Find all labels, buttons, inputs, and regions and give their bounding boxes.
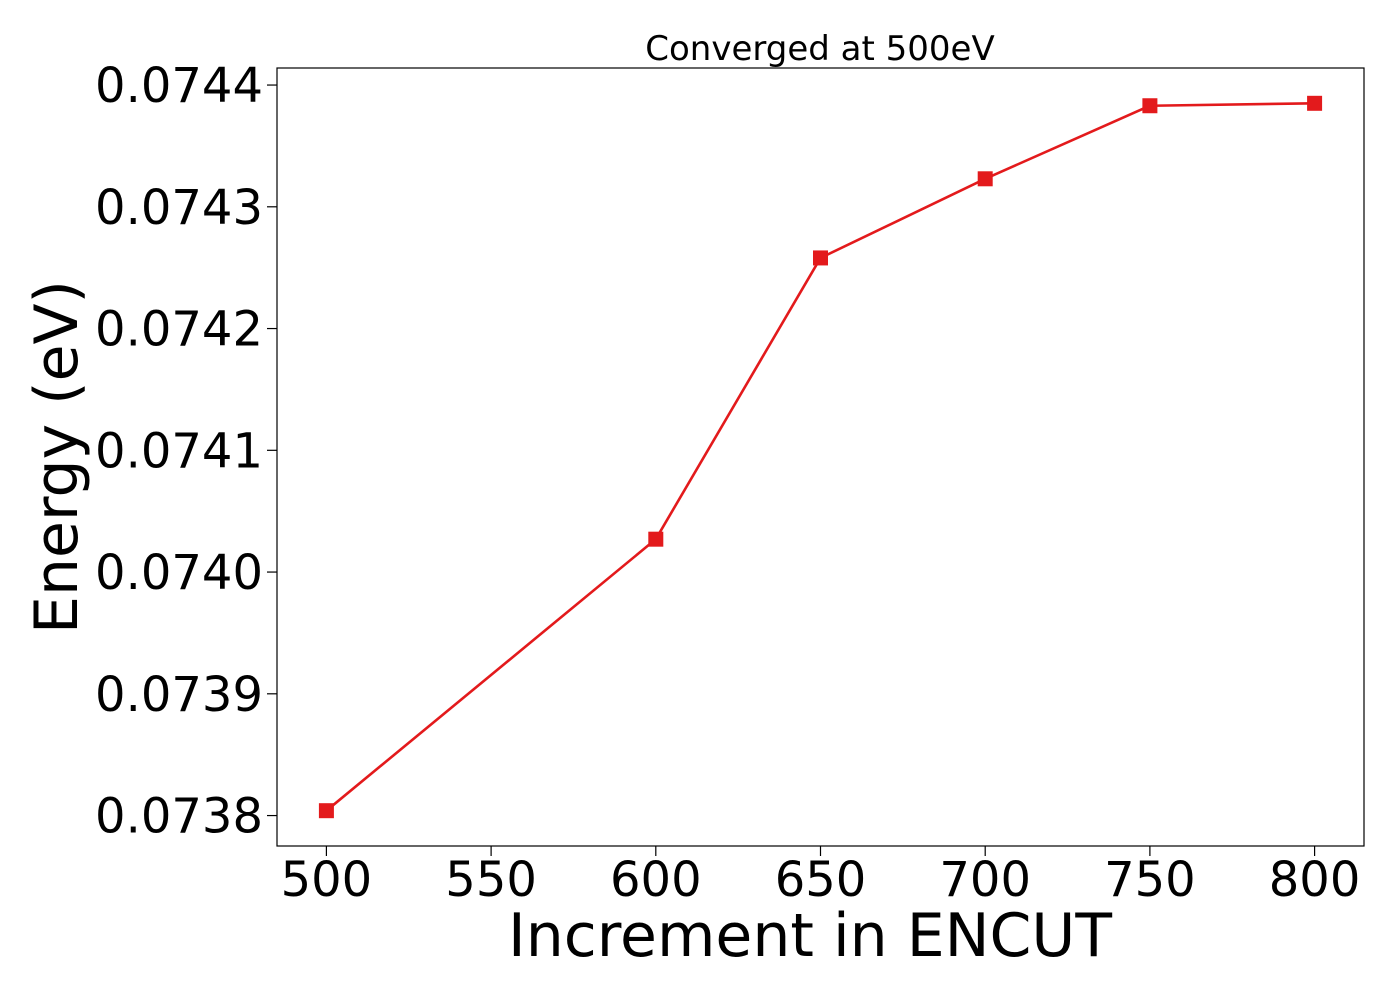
data-point-marker [1307,95,1323,111]
data-point-marker [813,250,828,266]
y-tick-label: 0.0741 [95,423,263,479]
data-point-marker [1142,98,1158,114]
y-tick-label: 0.0743 [95,180,263,236]
series-line [325,102,1315,812]
data-point-marker [318,803,334,819]
plot-area [276,67,1365,847]
y-tick-label: 0.0738 [95,789,263,845]
chart-title: Converged at 500eV [645,29,994,69]
x-tick-label: 500 [281,852,373,908]
y-tick-label: 0.0740 [95,545,263,601]
y-axis: 0.0738 0.0739 0.0740 0.0741 0.0742 0.0743 0.07… [95,58,277,845]
y-tick-label: 0.0744 [95,58,263,114]
y-axis-title: Energy (eV) [22,280,92,634]
x-tick-label: 550 [445,852,537,908]
x-axis-title: Increment in ENCUT [508,901,1112,971]
x-tick-label: 650 [775,852,867,908]
x-tick-label: 800 [1269,852,1361,908]
data-point-marker [648,531,664,547]
x-tick-label: 700 [939,852,1031,908]
x-tick-label: 750 [1104,852,1196,908]
plot-frame [276,67,1365,847]
data-point-marker [977,171,993,187]
y-tick-label: 0.0739 [95,667,263,723]
series-layer [318,95,1323,819]
y-tick-label: 0.0742 [95,302,263,358]
x-tick-label: 600 [610,852,702,908]
x-axis: 500 550 600 650 700 750 800 [281,846,1361,908]
